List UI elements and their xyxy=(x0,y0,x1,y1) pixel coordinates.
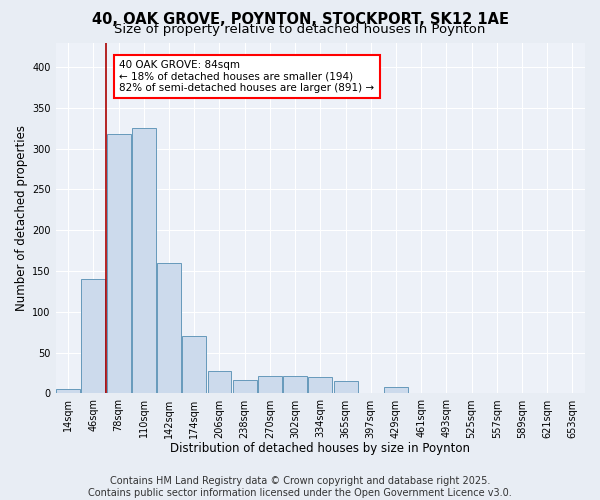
Text: 40, OAK GROVE, POYNTON, STOCKPORT, SK12 1AE: 40, OAK GROVE, POYNTON, STOCKPORT, SK12 … xyxy=(91,12,509,28)
Bar xyxy=(283,376,307,394)
Bar xyxy=(132,128,156,394)
Bar xyxy=(157,263,181,394)
X-axis label: Distribution of detached houses by size in Poynton: Distribution of detached houses by size … xyxy=(170,442,470,455)
Text: Size of property relative to detached houses in Poynton: Size of property relative to detached ho… xyxy=(115,22,485,36)
Bar xyxy=(56,390,80,394)
Text: 40 OAK GROVE: 84sqm
← 18% of detached houses are smaller (194)
82% of semi-detac: 40 OAK GROVE: 84sqm ← 18% of detached ho… xyxy=(119,60,374,93)
Bar xyxy=(208,370,232,394)
Bar xyxy=(384,387,408,394)
Bar xyxy=(233,380,257,394)
Bar xyxy=(182,336,206,394)
Y-axis label: Number of detached properties: Number of detached properties xyxy=(15,125,28,311)
Bar xyxy=(258,376,282,394)
Bar xyxy=(107,134,131,394)
Text: Contains HM Land Registry data © Crown copyright and database right 2025.
Contai: Contains HM Land Registry data © Crown c… xyxy=(88,476,512,498)
Bar xyxy=(334,381,358,394)
Bar xyxy=(82,279,106,394)
Bar xyxy=(308,377,332,394)
